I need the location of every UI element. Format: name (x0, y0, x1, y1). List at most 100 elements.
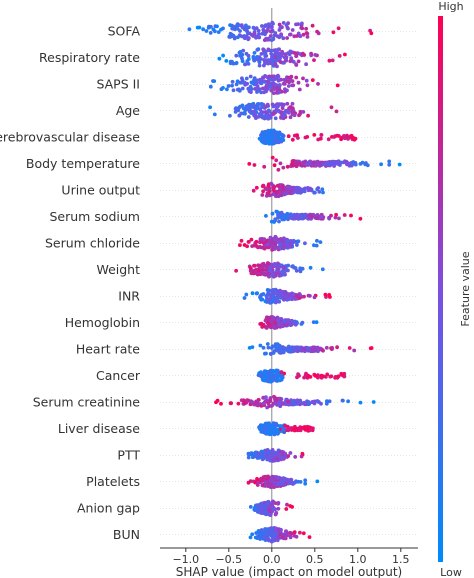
shap-point (335, 161, 340, 165)
shap-point (263, 138, 267, 143)
shap-point (254, 185, 259, 190)
shap-point (336, 26, 341, 31)
x-tick-label: 1.0 (349, 553, 367, 566)
shap-point (230, 83, 235, 88)
shap-point (266, 108, 271, 113)
shap-point (274, 370, 279, 375)
shap-point (278, 532, 283, 537)
shap-point (304, 371, 308, 376)
shap-point (293, 455, 298, 459)
shap-point (312, 345, 317, 350)
shap-point (312, 243, 316, 248)
shap-point (259, 297, 264, 302)
shap-point (304, 31, 309, 35)
shap-point (263, 399, 268, 403)
feature-label: SOFA (108, 23, 141, 38)
shap-point (278, 288, 282, 293)
shap-point (264, 480, 268, 485)
shap-point (236, 35, 240, 40)
shap-point (252, 163, 257, 167)
shap-point (246, 240, 251, 244)
shap-point (257, 35, 262, 40)
shap-point (276, 213, 281, 218)
shap-point (318, 347, 322, 351)
shap-point (281, 402, 286, 406)
shap-point (273, 31, 278, 35)
shap-point (301, 76, 305, 81)
shap-point (262, 164, 267, 169)
shap-point (241, 34, 246, 39)
shap-point (300, 26, 305, 31)
shap-point (294, 22, 298, 27)
shap-point (228, 31, 233, 36)
shap-point (266, 345, 271, 350)
shap-point (387, 159, 392, 164)
shap-point (260, 455, 265, 459)
shap-point (358, 400, 363, 405)
shap-point (274, 158, 279, 163)
shap-point (350, 137, 355, 142)
shap-point (296, 479, 300, 484)
shap-point (228, 23, 233, 27)
shap-point (296, 372, 300, 377)
shap-point (281, 36, 286, 41)
shap-point (247, 102, 252, 107)
shap-point (266, 61, 270, 66)
feature-label: Hemoglobin (65, 315, 140, 330)
shap-point (275, 342, 280, 346)
shap-point (288, 239, 293, 243)
shap-point (268, 265, 273, 270)
shap-point (260, 24, 264, 28)
shap-point (308, 294, 312, 298)
shap-point (285, 239, 290, 244)
shap-point (314, 216, 319, 220)
shap-point (318, 240, 323, 245)
shap-point (238, 29, 242, 33)
shap-point (271, 21, 275, 26)
shap-point (321, 190, 325, 195)
shap-point (277, 83, 282, 88)
shap-point (337, 216, 341, 221)
shap-point (282, 319, 286, 324)
shap-point (330, 58, 335, 63)
shap-point (397, 162, 402, 167)
shap-point (281, 81, 286, 86)
shap-point (281, 183, 285, 188)
shap-point (279, 116, 283, 120)
shap-point (304, 26, 308, 31)
shap-point (279, 373, 284, 378)
shap-point (269, 352, 273, 356)
shap-point (295, 321, 299, 325)
shap-point (294, 268, 299, 273)
shap-point (228, 113, 232, 118)
shap-point (293, 214, 298, 219)
shap-point (279, 77, 283, 82)
shap-point (263, 318, 268, 323)
shap-point (304, 78, 309, 83)
shap-point (271, 378, 276, 382)
shap-point (231, 88, 236, 93)
shap-point (262, 59, 267, 63)
shap-point (298, 213, 303, 217)
shap-point (258, 537, 262, 541)
shap-point (304, 62, 308, 67)
shap-point (253, 79, 258, 84)
shap-point (258, 237, 263, 241)
shap-point (288, 504, 293, 508)
shap-point (273, 512, 278, 517)
shap-point (261, 292, 266, 296)
feature-label: Anion gap (77, 500, 140, 515)
shap-point (268, 235, 273, 240)
shap-point (252, 31, 257, 36)
shap-point (264, 268, 268, 272)
shap-point (271, 111, 276, 116)
shap-point (261, 189, 265, 194)
feature-label: Cerebrovascular disease (0, 129, 140, 144)
shap-point (244, 76, 249, 81)
shap-point (277, 22, 282, 27)
shap-point (352, 348, 357, 353)
shap-point (272, 163, 277, 168)
shap-point (265, 129, 269, 134)
feature-label: Cancer (96, 368, 141, 383)
x-tick-label: 0.0 (263, 553, 281, 566)
